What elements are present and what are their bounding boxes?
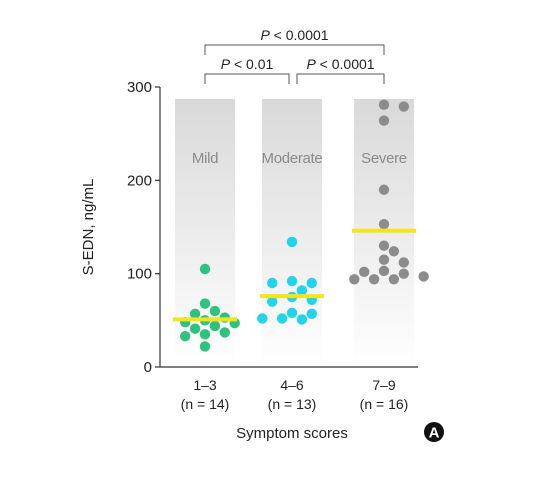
data-point-group-3 [349,274,360,285]
data-point-group-3 [388,274,400,285]
data-point-group-1 [199,341,211,352]
group-band-2 [262,99,322,367]
data-point-group-3 [378,240,390,251]
y-axis-title: S-EDN, ng/mL [80,179,97,276]
y-tick-label: 200 [127,172,152,189]
data-point-group-3 [398,268,409,279]
y-tick-label: 0 [144,359,152,376]
data-point-group-2 [306,277,317,289]
significance-bracket [296,73,385,84]
x-axis-title: Symptom scores [236,425,348,442]
x-count-label: (n = 16) [360,396,409,412]
significance-bracket [204,44,385,55]
data-point-group-2 [267,296,278,307]
data-point-group-2 [286,275,298,287]
data-point-group-2 [286,307,298,319]
data-point-group-1 [199,263,211,275]
data-point-group-3 [378,254,390,265]
data-point-group-2 [276,313,288,324]
data-point-group-1 [189,323,201,334]
data-point-group-3 [398,101,409,112]
significance-bracket [204,73,290,84]
p-value-label: P < 0.0001 [306,56,374,72]
median-line-group-1 [173,317,237,322]
panel-badge [424,422,444,442]
data-point-group-1 [199,298,211,309]
data-point-group-2 [306,308,317,319]
data-point-group-3 [378,184,390,195]
data-point-group-1 [199,329,211,340]
p-value-label: P < 0.0001 [260,27,328,43]
x-category-label: 4–6 [280,377,304,393]
severity-label: Moderate [262,150,323,167]
data-point-group-3 [378,99,390,110]
data-point-group-2 [257,313,268,324]
panel-letter: A [429,425,440,442]
data-point-group-3 [359,266,370,277]
data-point-group-1 [209,320,221,332]
group-band-3 [354,99,414,367]
p-value-label: P < 0.01 [221,56,274,72]
x-count-label: (n = 13) [268,396,317,412]
data-point-group-2 [286,236,298,248]
data-point-group-3 [368,274,380,285]
severity-label: Severe [361,150,407,167]
data-point-group-3 [388,246,400,257]
median-line-group-2 [260,294,324,299]
x-count-label: (n = 14) [181,396,230,412]
y-tick-label: 100 [127,266,152,283]
data-point-group-3 [418,271,429,282]
data-point-group-1 [189,308,201,319]
data-point-group-3 [378,219,390,230]
data-point-group-1 [219,327,230,338]
data-point-group-3 [378,265,390,277]
y-tick-label: 300 [127,79,152,96]
data-point-group-3 [378,115,390,126]
data-point-group-2 [267,277,278,289]
x-category-label: 1–3 [193,377,217,393]
x-category-label: 7–9 [372,377,396,393]
severity-label: Mild [192,150,218,167]
data-point-group-1 [209,305,221,317]
data-point-group-1 [180,331,191,342]
data-point-group-2 [296,285,308,296]
data-point-group-3 [398,257,409,268]
median-line-group-3 [352,228,416,233]
data-point-group-2 [296,314,308,325]
